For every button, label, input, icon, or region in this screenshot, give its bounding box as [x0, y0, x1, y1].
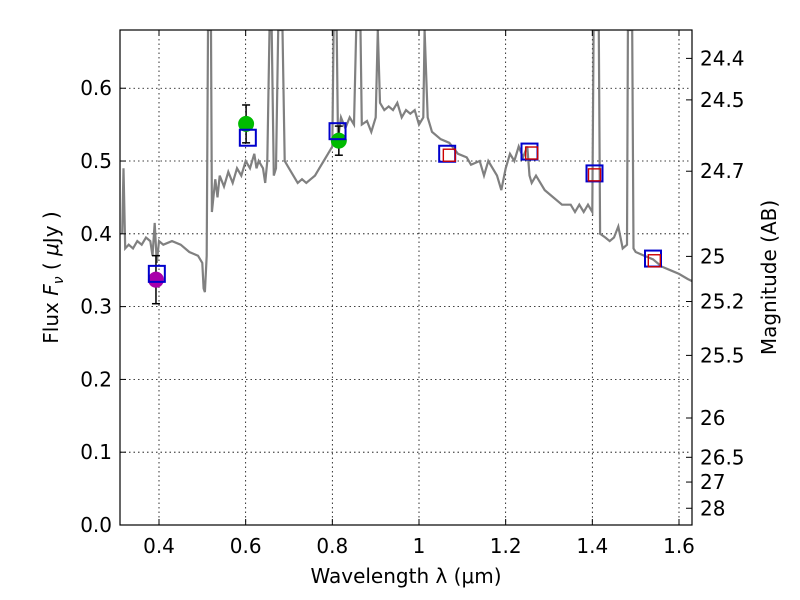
axis-ticks: 0.4 0.6 0.8 1 1.2 1.4 1.6 0.0 0.1 0.2 0.3 0.4 0.5 0.6…	[80, 30, 745, 558]
y-tick-label: 0.6	[80, 76, 112, 100]
y-tick-label: 0.1	[80, 440, 112, 464]
x-tick-label: 1.2	[490, 534, 522, 558]
x-tick-label: 0.4	[143, 534, 175, 558]
y-tick-label: 0.0	[80, 513, 112, 537]
right-tick-label: 25	[700, 244, 725, 268]
plot-frame	[119, 29, 693, 526]
model-photometry-square	[147, 264, 166, 283]
grid-lines	[120, 30, 692, 526]
right-tick-label: 25.2	[700, 290, 745, 314]
model-spectrum	[121, 30, 692, 293]
right-tick-label: 24.5	[700, 88, 745, 112]
data-markers	[147, 104, 662, 305]
right-tick-label: 24.7	[700, 159, 745, 183]
right-tick-label: 24.4	[700, 46, 745, 70]
right-axis-title: Magnitude (AB)	[757, 200, 781, 355]
x-tick-label: 1	[413, 534, 426, 558]
model-photometry-square	[328, 122, 347, 141]
x-tick-label: 1.6	[663, 534, 695, 558]
observed-ir-square	[442, 148, 457, 162]
observed-point	[147, 271, 164, 288]
observed-ir-square	[647, 254, 661, 268]
right-tick-label: 26.5	[700, 445, 745, 469]
observed-ir-square	[524, 146, 539, 160]
y-axis-title: Flux Fν ( μJy )	[39, 211, 67, 343]
right-tick-label: 28	[700, 496, 725, 520]
right-tick-label: 25.5	[700, 343, 745, 367]
x-tick-label: 1.4	[576, 534, 608, 558]
x-tick-label: 0.8	[316, 534, 348, 558]
observed-ir-square	[587, 168, 602, 182]
y-tick-label: 0.3	[80, 295, 112, 319]
x-axis-title: Wavelength λ (μm)	[310, 564, 501, 588]
observed-point	[238, 115, 255, 132]
right-tick-label: 26	[700, 406, 725, 430]
y-tick-label: 0.2	[80, 367, 112, 391]
x-tick-label: 0.6	[230, 534, 262, 558]
right-tick-label: 27	[700, 470, 725, 494]
y-tick-label: 0.4	[80, 222, 112, 246]
model-spectrum-line	[121, 30, 692, 293]
y-tick-label: 0.5	[80, 149, 112, 173]
observed-point	[330, 132, 347, 149]
model-photometry-square	[238, 128, 257, 147]
